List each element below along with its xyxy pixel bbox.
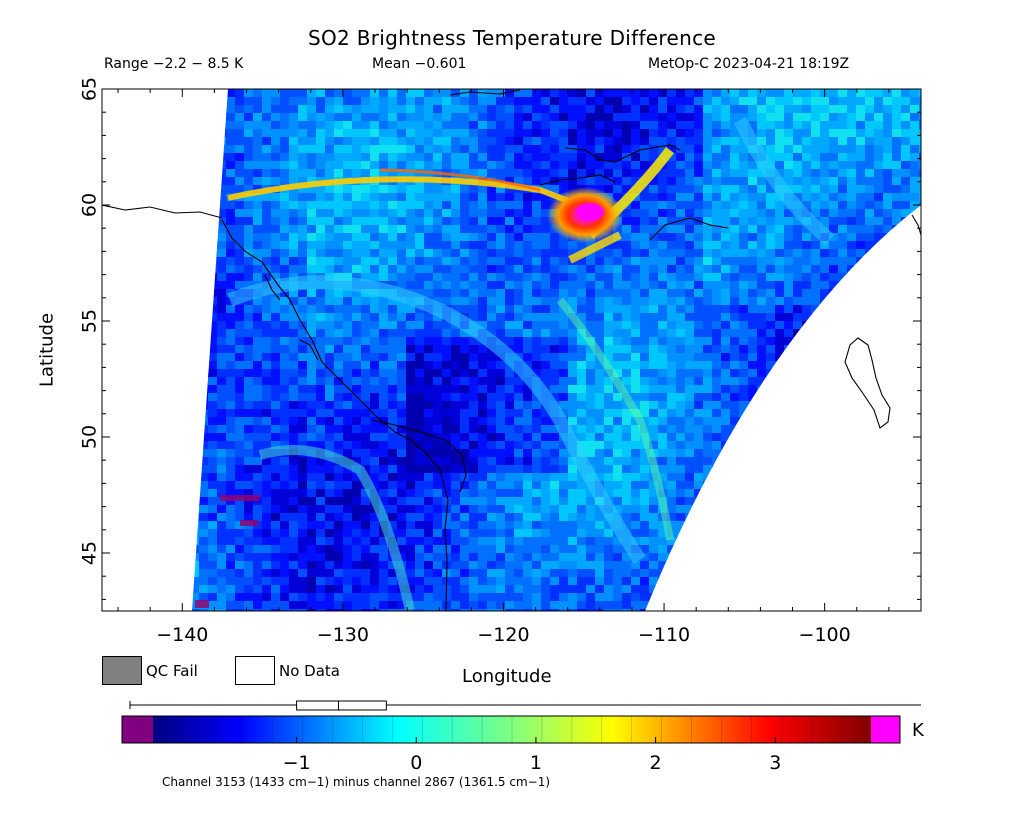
lat-tick-label: 55 — [79, 309, 101, 333]
lon-tick-label: −140 — [156, 624, 208, 646]
colorbar-over-swatch — [871, 716, 900, 743]
y-axis-label: Latitude — [36, 312, 58, 388]
qc-fail-swatch — [102, 656, 142, 685]
colorbar-tick-label: −1 — [283, 752, 311, 774]
no-data-label: No Data — [279, 662, 340, 680]
colorbar-tick-label: 3 — [769, 752, 781, 774]
axis-ticks: −140 −130 −120 −110 −100 45 50 55 60 65 — [79, 77, 922, 646]
range-text: Range −2.2 − 8.5 K — [104, 56, 244, 72]
lon-tick-label: −100 — [799, 624, 851, 646]
boxplot-box — [296, 700, 387, 711]
colorbar-tick-label: 2 — [650, 752, 662, 774]
lon-tick-label: −110 — [638, 624, 690, 646]
lon-tick-label: −130 — [317, 624, 369, 646]
channel-footnote: Channel 3153 (1433 cm−1) minus channel 2… — [162, 775, 551, 789]
mean-text: Mean −0.601 — [372, 56, 467, 72]
colorbar-under-swatch — [122, 716, 153, 743]
colorbar-tick-label: 1 — [530, 752, 542, 774]
x-axis-label: Longitude — [462, 666, 552, 687]
colorbar-ticks: −1 0 1 2 3 — [283, 737, 781, 774]
colorbar-gradient — [153, 716, 871, 743]
colorbar-unit: K — [912, 720, 924, 741]
qc-fail-label: QC Fail — [146, 662, 198, 680]
map-title: SO2 Brightness Temperature Difference — [308, 26, 716, 50]
plot-frame — [101, 88, 922, 612]
colorbar-cells — [182, 716, 842, 743]
boxplot — [296, 700, 387, 711]
no-data-swatch — [235, 656, 275, 685]
satellite-time-text: MetOp-C 2023-04-21 18:19Z — [648, 56, 850, 72]
colorbar-frame — [121, 715, 901, 744]
lat-tick-label: 65 — [79, 77, 101, 101]
coastline-outline — [102, 89, 921, 611]
lat-tick-label: 60 — [79, 193, 101, 217]
lat-tick-label: 45 — [79, 541, 101, 565]
colorbar-tick-label: 0 — [410, 752, 422, 774]
so2-map: −140 −130 −120 −110 −100 45 50 55 60 65 — [79, 77, 922, 646]
lon-tick-label: −120 — [477, 624, 529, 646]
lat-tick-label: 50 — [79, 425, 101, 449]
